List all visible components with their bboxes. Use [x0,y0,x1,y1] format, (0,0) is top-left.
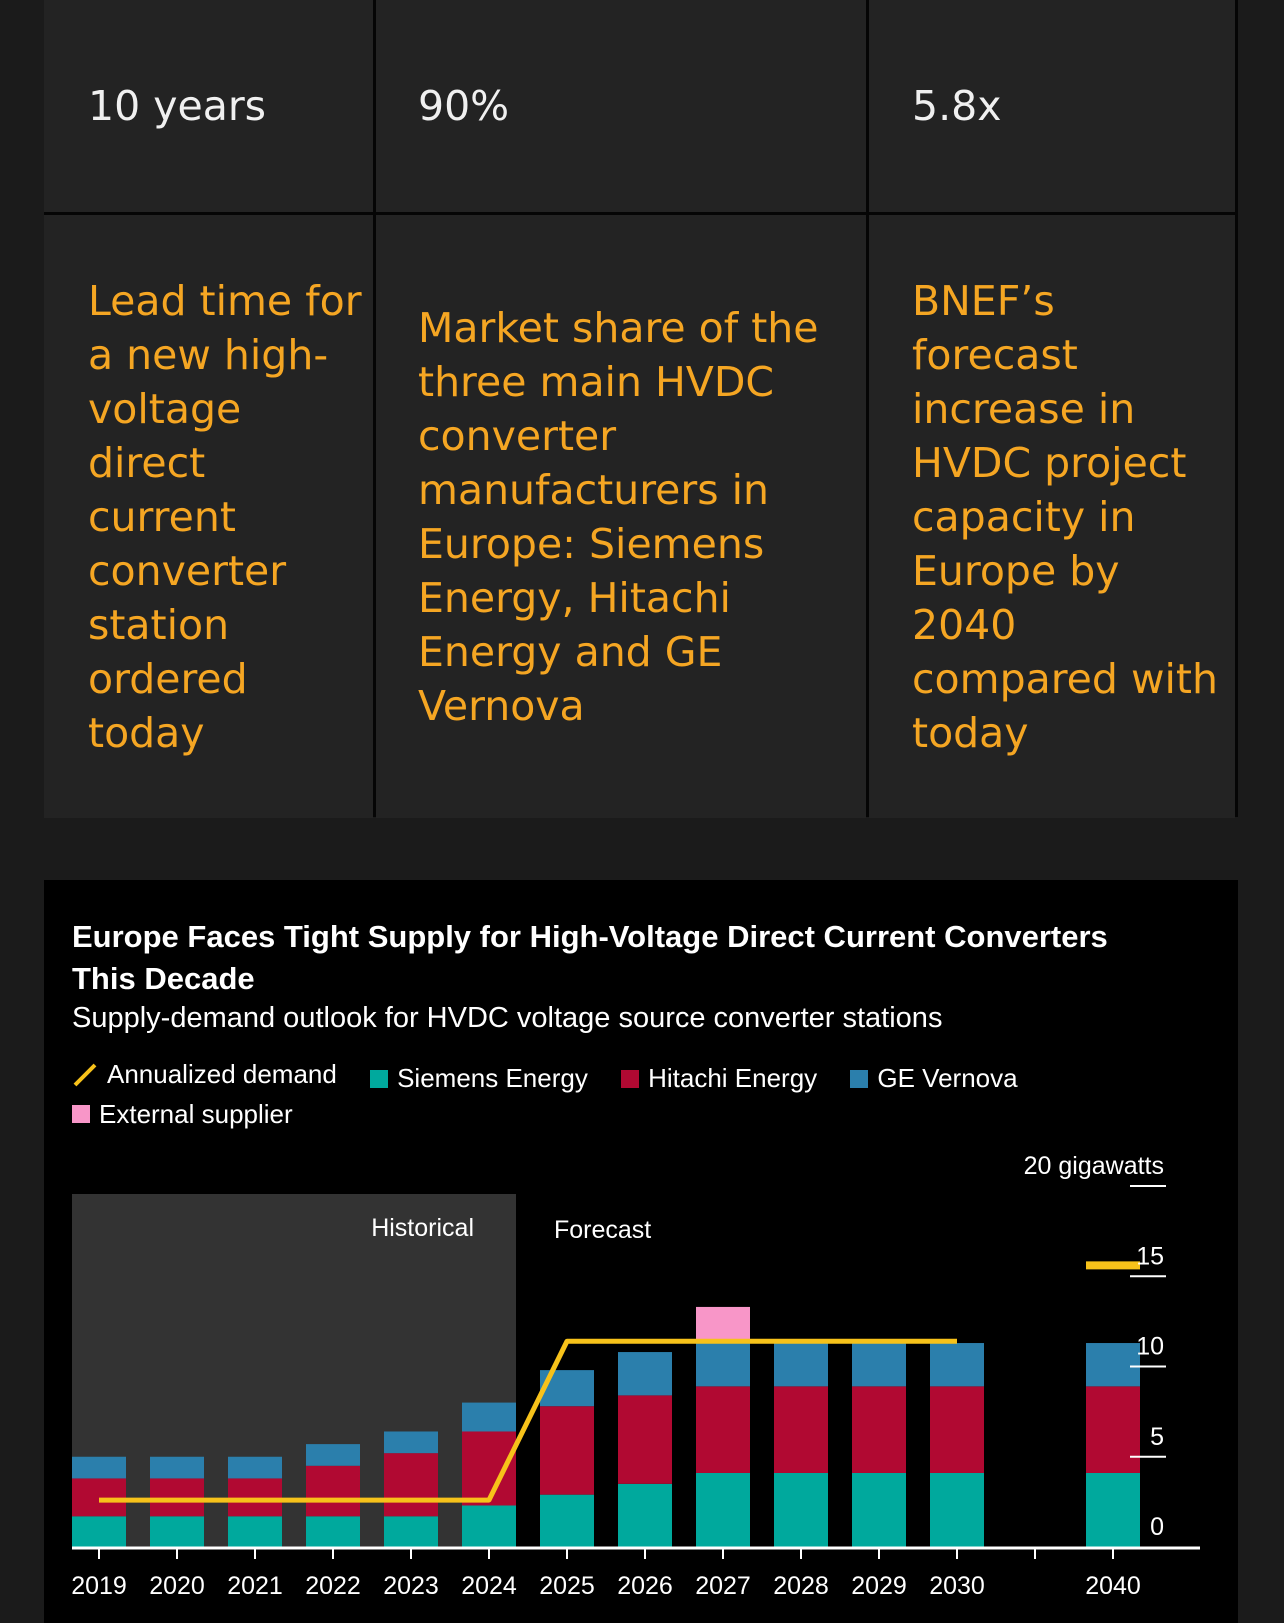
bar-siemens-energy [228,1516,282,1547]
x-tick-label: 2028 [773,1572,829,1600]
bar-hitachi-energy [306,1465,360,1517]
x-tick-label: 2030 [929,1572,985,1600]
bar-siemens-energy [774,1472,828,1547]
bar-ge-vernova [462,1402,516,1432]
x-tick-label: 2021 [227,1572,283,1600]
stat-value-lead-time: 10 years [44,0,373,212]
legend-item-external-supplier: External supplier [72,1097,293,1132]
x-tick-label: 2023 [383,1572,439,1600]
y-tick-label: 0 [1150,1513,1164,1541]
demand-line [99,1338,957,1503]
demand-line-icon [73,1063,97,1086]
x-tick-label: 2027 [695,1572,751,1600]
legend-label: Hitachi Energy [648,1063,818,1093]
bar-siemens-energy [930,1472,984,1547]
bar-siemens-energy [72,1516,126,1547]
stat-description-lead-time: Lead time for a new high-voltage direct … [44,215,373,818]
x-tick-label: 2040 [1085,1572,1141,1600]
legend-label: External supplier [99,1098,293,1129]
bar-siemens-energy [150,1516,204,1547]
bar-hitachi-energy [384,1453,438,1517]
stat-value-capacity-increase: 5.8x [869,0,1235,212]
legend-label: Annualized demand [107,1059,337,1089]
bar-hitachi-energy [774,1386,828,1473]
x-tick-label: 2029 [851,1572,907,1600]
stat-description-market-share: Market share of the three main HVDC conv… [376,215,866,818]
bar-siemens-energy [618,1483,672,1547]
bar-ge-vernova [306,1444,360,1466]
bar-ge-vernova [228,1456,282,1479]
chart-subtitle: Supply-demand outlook for HVDC voltage s… [72,1002,943,1034]
bar-hitachi-energy [1086,1386,1140,1473]
bar-hitachi-energy [852,1386,906,1473]
stats-grid: 10 years 90% 5.8x Lead time for a new hi… [44,0,1238,818]
bar-hitachi-energy [228,1478,282,1517]
bar-hitachi-energy [462,1431,516,1506]
y-unit-label: 20 gigawatts [1024,1152,1164,1180]
chart-legend: Annualized demand Siemens Energy Hitachi… [72,1057,1172,1132]
bar-siemens-energy [384,1516,438,1547]
bar-hitachi-energy [618,1395,672,1484]
bar-external-supplier [696,1306,750,1344]
bar-ge-vernova [1086,1343,1140,1387]
bar-ge-vernova [852,1343,906,1387]
legend-item-hitachi-energy: Hitachi Energy [621,1061,817,1096]
legend-item-siemens-energy: Siemens Energy [370,1061,588,1096]
legend-swatch [370,1069,389,1088]
x-tick-label: 2026 [617,1572,673,1600]
y-tick-label: 5 [1150,1423,1164,1451]
bar-siemens-energy [696,1472,750,1547]
bar-siemens-energy [306,1516,360,1547]
bar-siemens-energy [852,1472,906,1547]
legend-label: Siemens Energy [397,1063,588,1093]
bar-ge-vernova [72,1456,126,1479]
bar-ge-vernova [774,1343,828,1387]
region-label-forecast: Forecast [554,1216,651,1244]
y-tick-label: 10 [1136,1333,1164,1361]
x-tick-label: 2022 [305,1572,361,1600]
bar-ge-vernova [618,1352,672,1396]
x-tick-label: 2025 [539,1572,595,1600]
x-tick-label: 2024 [461,1572,517,1600]
historical-region-shade [72,1194,516,1547]
chart-card: Europe Faces Tight Supply for High-Volta… [44,880,1238,1623]
stacked-bar-chart: Historical Forecast 2019 2020 2021 2022 2023 20… [71,1152,1200,1600]
region-label-historical: Historical [371,1214,474,1242]
bar-siemens-energy [462,1505,516,1547]
bar-ge-vernova [696,1343,750,1387]
bar-hitachi-energy [72,1478,126,1517]
y-tick-label: 15 [1136,1242,1164,1270]
x-tick-label: 2019 [71,1572,127,1600]
bar-siemens-energy [1086,1472,1140,1547]
bar-hitachi-energy [540,1406,594,1495]
bar-hitachi-energy [930,1386,984,1473]
legend-swatch [621,1069,640,1088]
bar-ge-vernova [384,1431,438,1454]
legend-swatch [850,1069,869,1088]
legend-swatch [72,1105,90,1123]
legend-item-annualized-demand: Annualized demand [72,1057,337,1092]
bar-hitachi-energy [696,1386,750,1473]
x-tick-label: 2020 [149,1572,205,1600]
bar-ge-vernova [150,1456,204,1479]
legend-item-ge-vernova: GE Vernova [850,1061,1018,1096]
bar-ge-vernova [930,1343,984,1387]
bar-hitachi-energy [150,1478,204,1517]
legend-label: GE Vernova [877,1063,1018,1093]
bar-siemens-energy [540,1494,594,1547]
stat-description-capacity-increase: BNEF’s forecast increase in HVDC project… [869,215,1235,818]
chart-title: Europe Faces Tight Supply for High-Volta… [72,919,1108,996]
stat-value-market-share: 90% [376,0,866,212]
